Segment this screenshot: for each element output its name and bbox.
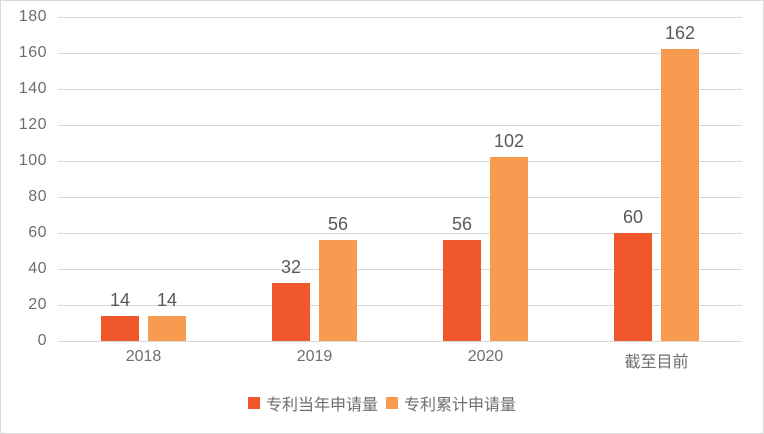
bar-截至目前-series1: [614, 233, 652, 341]
y-tick-label: 60: [28, 224, 47, 241]
bar-2019-series2: [319, 240, 357, 341]
y-tick-label: 20: [28, 296, 47, 313]
x-category-label: 2020: [467, 348, 504, 365]
bar-value-label: 32: [280, 257, 302, 278]
bar-2018-series2: [148, 315, 186, 341]
gridline: [58, 305, 742, 306]
y-tick-label: 80: [28, 188, 47, 205]
gridline: [58, 89, 742, 90]
y-tick-label: 120: [18, 116, 47, 133]
gridline: [58, 17, 742, 18]
gridline: [58, 341, 742, 342]
legend-label: 专利累计申请量: [404, 397, 517, 414]
gridline: [58, 233, 742, 234]
x-axis: 2018 2019 2020 截至目前: [58, 348, 742, 371]
y-tick-label: 160: [18, 44, 47, 61]
bar-value-label: 14: [109, 289, 131, 310]
bar-value-label: 56: [327, 214, 349, 235]
bar-截至目前-series2: [661, 49, 699, 341]
bar-2019-series1: [272, 283, 310, 341]
y-axis: 0 20 40 60 80 100 120 140 160 180: [1, 8, 47, 349]
y-tick-label: 140: [18, 80, 47, 97]
legend-label: 专利当年申请量: [265, 397, 378, 414]
bar-value-label: 102: [493, 131, 525, 152]
legend-item-series2: 专利累计申请量: [386, 391, 516, 415]
gridline: [58, 161, 742, 162]
bar-value-label: 60: [622, 207, 644, 227]
gridline: [58, 269, 742, 270]
gridline: [58, 53, 742, 54]
bar-2018-series1: [101, 315, 139, 341]
x-category-label: 截至目前: [624, 354, 689, 371]
bar-value-label: 14: [156, 289, 178, 310]
legend-item-series1: 专利当年申请量: [247, 391, 378, 415]
legend-swatch-icon: [247, 397, 260, 409]
plot-area: 14 14 32 56 56 102 60 162: [58, 17, 742, 342]
y-tick-label: 100: [18, 152, 47, 169]
bar-value-label: 56: [451, 214, 473, 235]
bar-2020-series1: [443, 240, 481, 341]
y-tick-label: 0: [37, 332, 47, 349]
legend-swatch-icon: [386, 397, 398, 409]
y-tick-label: 40: [28, 260, 47, 277]
y-tick-label: 180: [18, 8, 47, 25]
bar-value-label: 162: [664, 23, 696, 44]
gridline: [58, 197, 742, 198]
x-category-label: 2019: [296, 348, 333, 365]
bar-2020-series2: [490, 157, 528, 341]
x-category-label: 2018: [125, 348, 162, 365]
legend: 专利当年申请量 专利累计申请量: [1, 391, 763, 415]
gridline: [58, 125, 742, 126]
